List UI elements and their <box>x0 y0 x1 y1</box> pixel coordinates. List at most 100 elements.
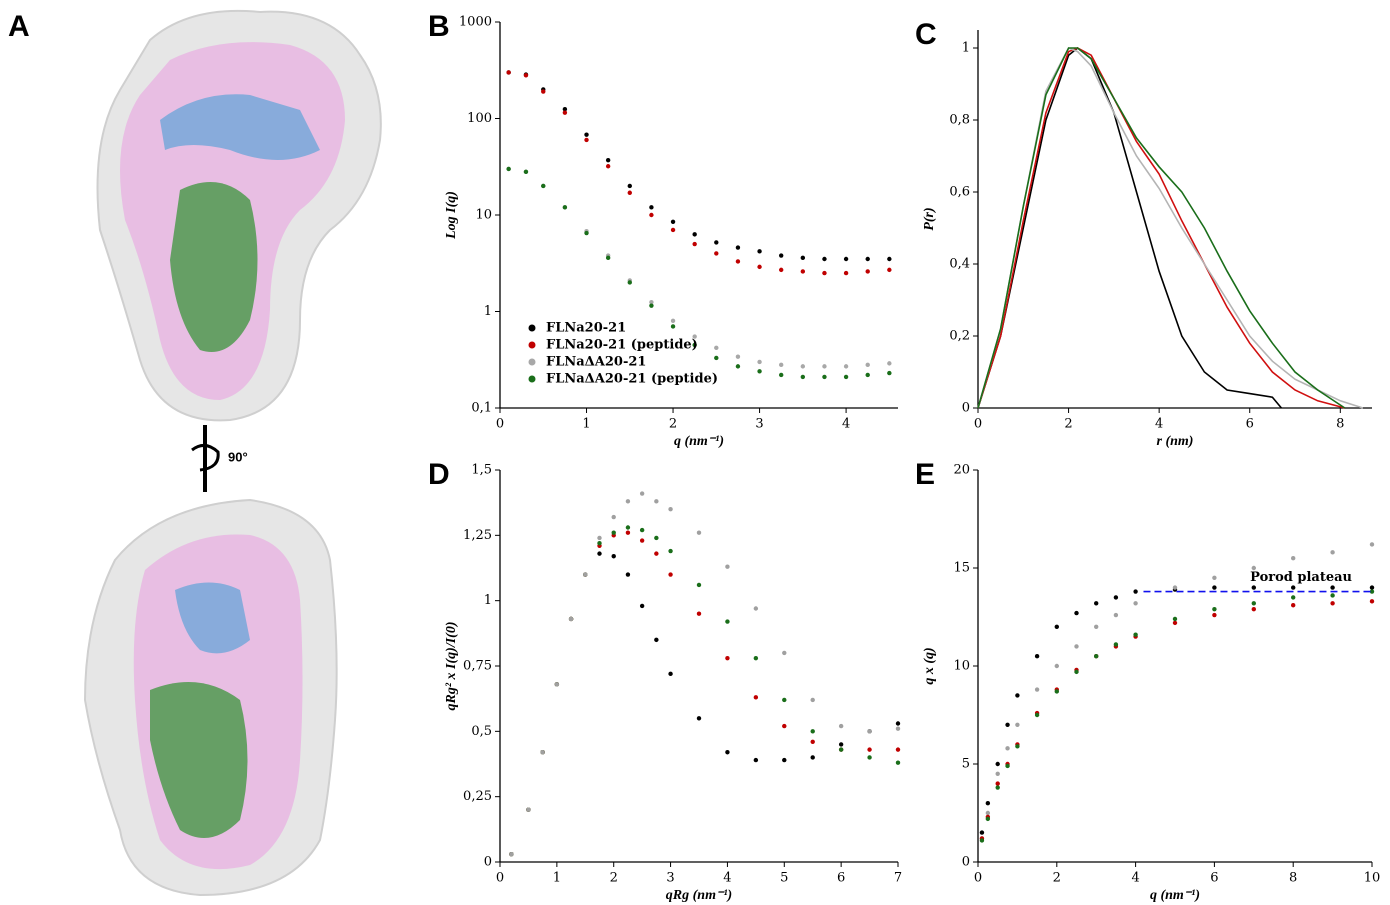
data-point <box>985 810 991 816</box>
data-point <box>753 757 759 763</box>
annotation: Porod plateau <box>1250 570 1352 585</box>
y-tick-label: 0,8 <box>949 113 970 128</box>
data-point <box>1133 601 1138 606</box>
data-point <box>649 205 654 210</box>
x-tick-label: 2 <box>610 871 618 886</box>
panel-label: B <box>428 10 450 43</box>
data-point <box>1005 763 1010 769</box>
data-point <box>714 345 719 351</box>
chart-panel: 0 0,25 0,5 0,75 1 1,25 1,5 0 1 2 3 4 5 6 7 qRg (nm⁻¹) qR… <box>428 458 902 903</box>
data-point <box>1015 744 1020 749</box>
y-tick-label: 0,6 <box>949 185 970 200</box>
data-point <box>1172 620 1178 626</box>
data-point <box>654 551 659 556</box>
y-axis-label: qRg² x I(q)/I(0) <box>444 622 459 711</box>
domain-green <box>170 182 258 352</box>
data-point <box>562 205 568 210</box>
rotation-arrow <box>191 444 220 472</box>
data-point <box>1074 669 1079 675</box>
data-point <box>1212 575 1217 580</box>
data-point <box>554 682 560 687</box>
y-tick-label: 0 <box>962 401 970 416</box>
data-point <box>649 303 654 308</box>
data-point <box>649 212 654 218</box>
legend-label: FLNa20-21 <box>546 321 626 336</box>
data-point <box>668 671 673 677</box>
data-point <box>757 359 762 365</box>
data-point <box>735 245 741 250</box>
data-point <box>696 582 702 588</box>
y-tick-label: 1 <box>962 41 970 56</box>
data-point <box>1005 722 1010 727</box>
data-point <box>810 697 815 703</box>
data-point <box>757 264 762 270</box>
data-line <box>977 47 1346 409</box>
data-point <box>735 354 741 359</box>
y-tick-label: 100 <box>467 111 492 126</box>
x-tick-label: 5 <box>780 871 788 886</box>
data-point <box>865 256 870 262</box>
data-point <box>1212 585 1217 590</box>
data-point <box>810 729 815 734</box>
data-point <box>584 132 589 137</box>
data-point <box>670 227 676 233</box>
y-tick-label: 1 <box>484 593 492 608</box>
data-point <box>1034 712 1040 718</box>
chart-panel: 0,1 1 10 100 1000 0 1 2 3 4 q (nm⁻¹) Log I(q) B FLNa2… <box>428 10 898 449</box>
data-point <box>714 240 719 245</box>
data-point <box>838 723 844 729</box>
data-point <box>1172 616 1178 622</box>
data-point <box>800 269 806 274</box>
data-point <box>649 299 654 305</box>
panel-label: C <box>915 18 937 51</box>
data-point <box>668 507 673 512</box>
data-point <box>867 729 872 734</box>
legend-marker <box>528 341 536 349</box>
data-point <box>838 742 844 747</box>
x-tick-label: 1 <box>553 871 561 886</box>
data-point <box>568 616 574 622</box>
data-point <box>670 219 676 225</box>
y-axis-label: P(r) <box>922 207 937 230</box>
domain-blue <box>160 94 320 160</box>
legend-label: FLNaΔA20-21 <box>546 355 646 370</box>
data-point <box>753 606 759 611</box>
data-point <box>1212 612 1217 618</box>
data-point <box>1133 589 1138 594</box>
data-point <box>506 70 511 75</box>
data-point <box>1034 687 1040 692</box>
data-point <box>509 851 514 857</box>
data-point <box>753 655 759 661</box>
data-point <box>995 785 1000 790</box>
data-point <box>605 255 611 261</box>
data-point <box>625 572 631 577</box>
data-point <box>782 697 787 703</box>
data-point <box>1330 585 1335 590</box>
x-tick-label: 4 <box>1155 417 1163 432</box>
data-point <box>696 611 702 616</box>
data-point <box>735 259 741 264</box>
x-tick-label: 2 <box>1053 871 1061 886</box>
data-point <box>725 750 730 755</box>
data-point <box>800 364 806 369</box>
x-axis-label: qRg (nm⁻¹) <box>666 888 732 903</box>
data-point <box>1251 565 1257 571</box>
data-point <box>753 695 759 700</box>
data-point <box>1015 693 1020 698</box>
x-tick-label: 0 <box>496 417 504 432</box>
y-tick-label: 20 <box>953 463 970 478</box>
data-point <box>526 807 531 812</box>
data-point <box>1291 603 1296 608</box>
data-point <box>782 650 787 656</box>
x-tick-label: 0 <box>974 871 982 886</box>
data-point <box>625 499 631 504</box>
x-tick-label: 6 <box>837 871 845 886</box>
x-tick-label: 0 <box>496 871 504 886</box>
data-point <box>757 369 762 374</box>
data-point <box>1113 595 1119 600</box>
x-tick-label: 6 <box>1246 417 1254 432</box>
data-point <box>782 723 787 729</box>
panel-a-structures: 90° A <box>8 9 382 897</box>
y-tick-label: 0,4 <box>949 257 970 272</box>
data-point <box>1291 595 1296 600</box>
